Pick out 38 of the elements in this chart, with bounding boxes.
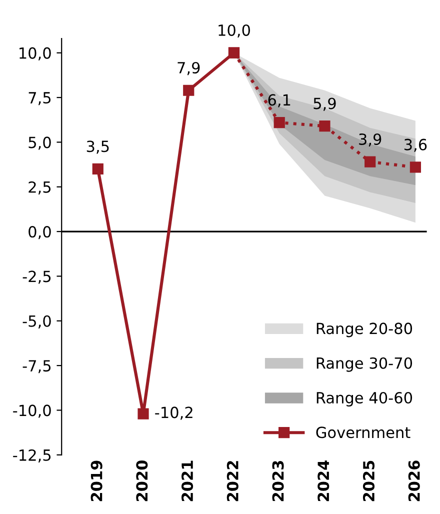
data-label: 10,0 — [218, 24, 250, 38]
data-label: 3,9 — [359, 133, 382, 147]
point — [138, 408, 149, 420]
x-tick-label: 2023 — [272, 460, 284, 502]
point — [319, 120, 330, 132]
y-tick-label: -10,0 — [13, 404, 51, 418]
x-tick-label: 2020 — [136, 460, 148, 502]
y-tick-label: 5,0 — [28, 136, 51, 150]
data-label: 3,5 — [86, 140, 109, 154]
y-tick-label: -12,5 — [13, 449, 51, 462]
data-label: 5,9 — [314, 98, 336, 111]
point — [92, 163, 104, 175]
x-tick-label: 2021 — [182, 460, 194, 502]
point — [183, 84, 194, 96]
x-tick-label: 2024 — [318, 460, 330, 502]
legend-label: Government — [316, 426, 410, 438]
y-tick-label: 10,0 — [20, 47, 51, 60]
y-tick-label: -7,5 — [22, 360, 51, 374]
x-tick-label: 2022 — [226, 461, 238, 502]
data-label: 3,6 — [404, 138, 427, 152]
x-tick-label: 2026 — [408, 460, 420, 502]
legend-label: Range 30-70 — [316, 357, 412, 372]
y-tick-label: 0,0 — [28, 226, 51, 240]
data-label: -10,2 — [155, 406, 192, 420]
y-tick-label: 7,5 — [28, 92, 51, 106]
data-label: 6,1 — [268, 94, 290, 108]
point — [228, 47, 240, 58]
point — [364, 156, 376, 168]
y-tick-label: 2,5 — [28, 181, 51, 194]
y-tick-label: -5,0 — [22, 315, 51, 328]
point — [274, 116, 285, 128]
legend-label: Range 40-60 — [316, 392, 412, 406]
x-tick-label: 2019 — [90, 460, 102, 502]
data-label: 7,9 — [178, 62, 200, 76]
y-tick-label: -2,5 — [22, 270, 51, 284]
point — [410, 162, 422, 173]
legend-label: Range 20-80 — [316, 322, 412, 338]
x-tick-label: 2025 — [362, 460, 375, 502]
